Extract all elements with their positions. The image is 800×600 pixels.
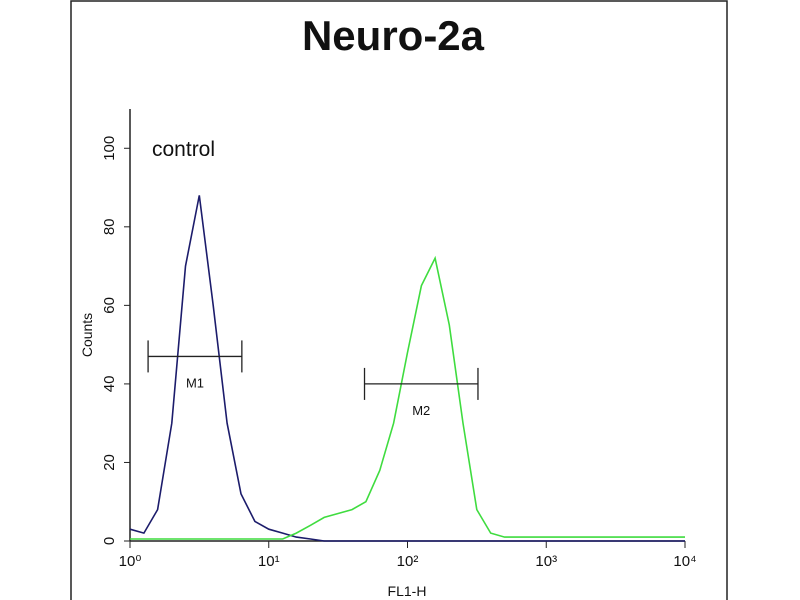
x-axis-label: FL1-H [388,583,427,599]
annotation: control [152,138,215,161]
histogram-line [130,255,685,540]
histogram-line [129,195,685,542]
x-tick-label: 10⁴ [673,553,696,570]
y-tick-label: 0 [101,537,118,545]
y-tick-label: 60 [101,297,118,314]
y-tick-label: 80 [101,218,118,235]
gate-label: M2 [412,403,430,418]
y-tick-label: 20 [101,454,118,471]
y-axis-label: Counts [79,313,95,357]
x-tick-label: 10¹ [258,553,280,570]
chart-title: Neuro-2a [302,12,485,59]
y-tick-label: 40 [101,376,118,393]
y-tick-label: 100 [101,136,118,161]
gate-label: M1 [186,375,204,390]
frame [70,0,728,600]
x-tick-label: 10³ [535,553,557,570]
x-tick-label: 10⁰ [119,553,142,570]
x-tick-label: 10² [397,553,419,570]
